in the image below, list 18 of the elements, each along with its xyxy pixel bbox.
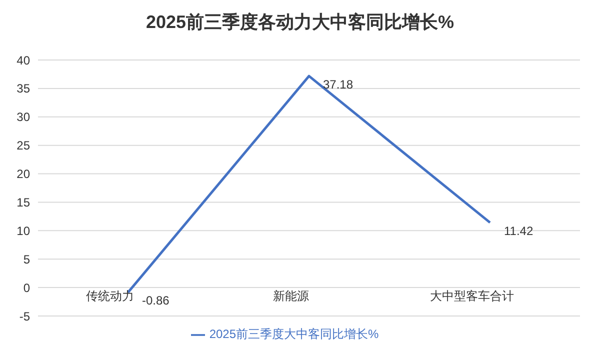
y-tick-label: 20 — [16, 167, 30, 182]
data-label: -0.86 — [142, 294, 170, 308]
y-tick-label: 40 — [16, 53, 30, 68]
y-tick-label: 35 — [16, 82, 30, 96]
x-tick-label: 传统动力 — [86, 288, 134, 303]
y-tick-label: 30 — [16, 110, 30, 124]
y-tick-label: 0 — [23, 280, 30, 295]
x-tick-label: 大中型客车合计 — [430, 288, 514, 303]
data-label: 11.42 — [504, 224, 534, 238]
data-label: 37.18 — [323, 77, 354, 92]
y-tick-label: 15 — [16, 195, 30, 210]
y-tick-label: 25 — [16, 138, 30, 153]
y-tick-label: -5 — [19, 309, 30, 324]
chart-title: 2025前三季度各动力大中客同比增长% — [144, 11, 456, 34]
legend-label: 2025前三季度大中客同比增长% — [209, 327, 379, 341]
y-tick-label: 10 — [16, 224, 30, 238]
y-tick-label: 5 — [23, 252, 30, 266]
x-tick-label: 新能源 — [273, 288, 309, 303]
